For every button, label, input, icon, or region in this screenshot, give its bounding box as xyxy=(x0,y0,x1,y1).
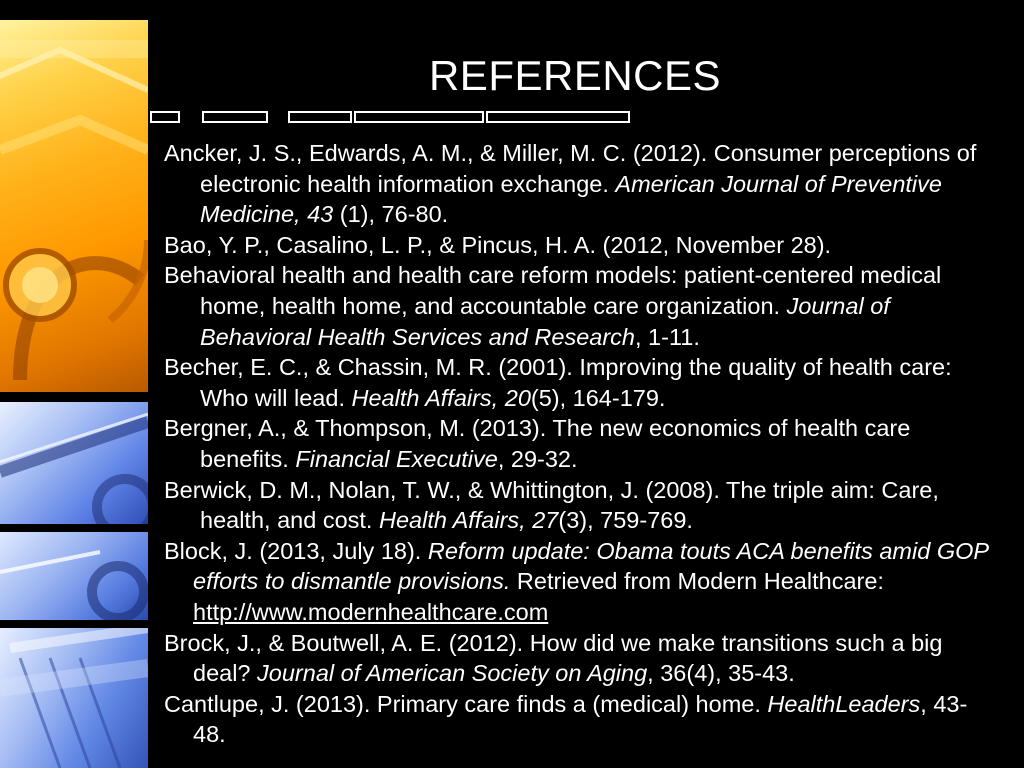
syringe-image xyxy=(0,402,148,524)
reference-item: Berwick, D. M., Nolan, T. W., & Whitting… xyxy=(164,476,939,534)
reference-item: Block, J. (2013, July 18). Reform update… xyxy=(164,537,989,625)
title-underline-decoration xyxy=(150,111,630,125)
decorative-image-strip xyxy=(0,0,150,768)
reference-item: Becher, E. C., & Chassin, M. R. (2001). … xyxy=(164,354,952,411)
reference-item: Bergner, A., & Thompson, M. (2013). The … xyxy=(164,415,911,472)
reference-item: Cantlupe, J. (2013). Primary care finds … xyxy=(164,690,968,748)
reference-item: Bao, Y. P., Casalino, L. P., & Pincus, H… xyxy=(164,231,832,258)
reference-item: Ancker, J. S., Edwards, A. M., & Miller,… xyxy=(164,140,977,228)
slide-title: REFERENCES xyxy=(428,52,722,99)
thermometer-image xyxy=(0,628,148,768)
reference-item: Behavioral health and health care reform… xyxy=(164,262,942,350)
stethoscope-icon xyxy=(0,40,148,381)
reference-list: Ancker, J. S., Edwards, A. M., & Miller,… xyxy=(164,138,994,750)
reference-item: Brock, J., & Boutwell, A. E. (2012). How… xyxy=(164,629,943,687)
stethoscope-image xyxy=(0,20,148,392)
instrument-image xyxy=(0,532,148,620)
reference-link[interactable]: http://www.modernhealthcare.com xyxy=(193,598,549,625)
